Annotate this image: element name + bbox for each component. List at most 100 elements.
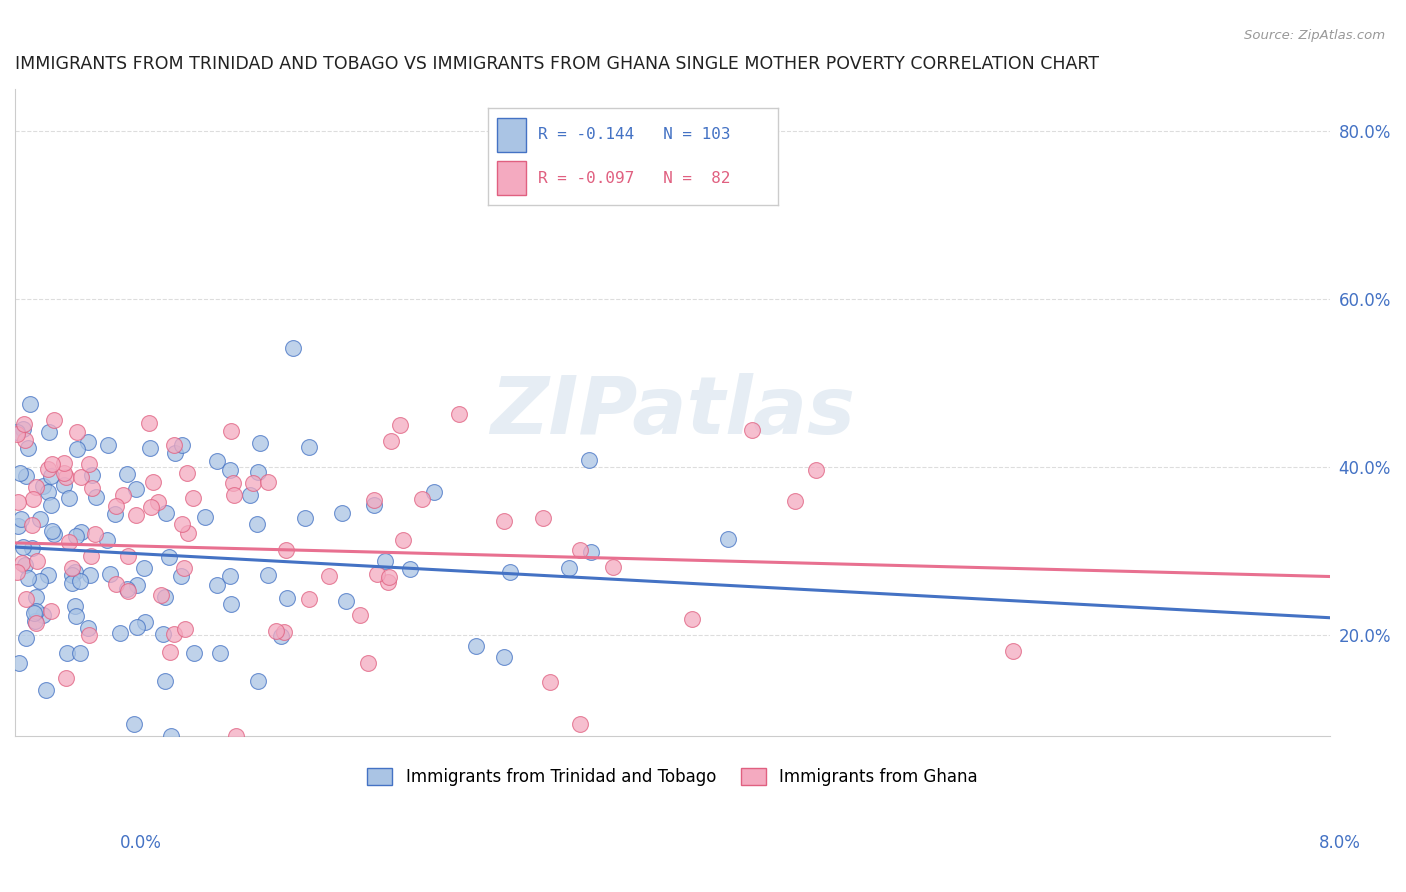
Point: [39, 468, 62, 483]
Point: [65, 529, 87, 543]
Point: [492, 649, 515, 664]
Point: [24, 614, 46, 628]
Point: [681, 612, 703, 626]
Point: [13, 417, 35, 432]
Point: [163, 627, 186, 641]
Point: [115, 467, 138, 481]
Point: [25, 554, 48, 568]
Point: [222, 475, 245, 490]
Point: [276, 591, 298, 605]
Point: [60, 567, 83, 582]
Point: [155, 506, 177, 520]
Point: [170, 569, 193, 583]
Point: [139, 500, 162, 515]
Point: [82, 481, 104, 495]
Point: [142, 475, 165, 489]
Point: [35, 682, 58, 697]
Point: [219, 463, 242, 477]
Point: [11, 422, 34, 436]
Point: [11, 540, 34, 554]
Point: [159, 730, 181, 744]
Point: [55, 671, 77, 685]
Point: [716, 532, 738, 546]
Point: [77, 458, 100, 472]
Point: [79, 568, 101, 582]
Point: [256, 567, 278, 582]
Point: [177, 525, 200, 540]
Point: [21, 491, 44, 506]
Point: [149, 588, 172, 602]
Point: [14, 558, 37, 573]
Point: [363, 498, 385, 512]
Point: [21, 517, 44, 532]
Point: [37, 485, 59, 500]
Point: [70, 524, 93, 539]
Point: [7, 495, 30, 509]
Point: [10, 512, 32, 526]
Point: [55, 470, 77, 484]
Text: ZIPatlas: ZIPatlas: [491, 374, 855, 451]
Point: [181, 491, 204, 505]
Point: [44, 527, 66, 541]
Point: [294, 510, 316, 524]
Point: [224, 488, 246, 502]
Point: [281, 342, 304, 356]
Point: [79, 549, 101, 563]
Point: [65, 608, 87, 623]
Point: [558, 561, 581, 575]
Point: [330, 506, 353, 520]
Point: [602, 560, 624, 574]
Point: [783, 494, 806, 508]
Point: [298, 441, 321, 455]
Point: [37, 462, 59, 476]
Point: [173, 561, 195, 575]
Point: [411, 491, 433, 506]
Point: [380, 434, 402, 448]
Point: [69, 574, 91, 589]
Point: [139, 441, 162, 455]
Point: [28, 574, 51, 588]
Point: [63, 599, 86, 613]
Point: [378, 570, 401, 584]
Point: [125, 508, 148, 522]
Point: [125, 619, 148, 633]
Legend: Immigrants from Trinidad and Tobago, Immigrants from Ghana: Immigrants from Trinidad and Tobago, Imm…: [360, 761, 984, 793]
Point: [499, 565, 522, 579]
Point: [221, 597, 243, 611]
Point: [257, 475, 280, 490]
Point: [37, 567, 59, 582]
Point: [165, 446, 187, 460]
Point: [41, 498, 63, 512]
Point: [38, 425, 60, 440]
Text: IMMIGRANTS FROM TRINIDAD AND TOBAGO VS IMMIGRANTS FROM GHANA SINGLE MOTHER POVER: IMMIGRANTS FROM TRINIDAD AND TOBAGO VS I…: [15, 55, 1099, 73]
Point: [249, 436, 271, 450]
Point: [569, 717, 592, 731]
Point: [205, 578, 228, 592]
Point: [31, 479, 53, 493]
Point: [21, 541, 44, 555]
Point: [17, 441, 39, 455]
Point: [53, 456, 76, 470]
Point: [363, 492, 385, 507]
Point: [152, 627, 174, 641]
Point: [447, 407, 470, 421]
Point: [105, 499, 128, 513]
Point: [41, 457, 63, 471]
Point: [132, 560, 155, 574]
Point: [209, 646, 232, 660]
Point: [388, 418, 411, 433]
Point: [28, 512, 51, 526]
Point: [1002, 644, 1025, 658]
Point: [66, 425, 89, 439]
Point: [20, 397, 42, 411]
Point: [22, 606, 45, 620]
Point: [25, 590, 48, 604]
Point: [377, 575, 399, 590]
Point: [153, 590, 176, 604]
Point: [53, 478, 76, 492]
Point: [134, 615, 156, 629]
Point: [176, 466, 198, 480]
Point: [14, 469, 37, 483]
Point: [77, 628, 100, 642]
Point: [14, 434, 37, 448]
